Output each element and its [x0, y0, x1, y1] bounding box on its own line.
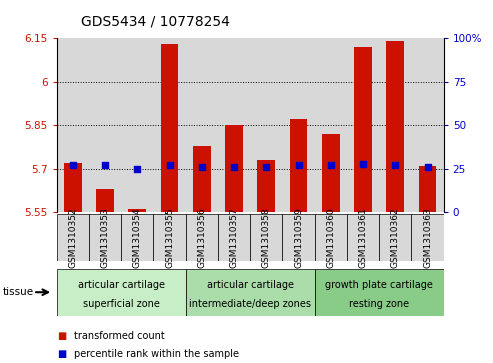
Text: resting zone: resting zone: [349, 299, 409, 309]
Bar: [347, 214, 379, 261]
Bar: [379, 214, 412, 261]
Point: [166, 162, 174, 168]
Bar: [186, 214, 218, 261]
Text: GSM1310357: GSM1310357: [230, 207, 239, 268]
Text: GSM1310360: GSM1310360: [326, 207, 335, 268]
Bar: [89, 38, 121, 212]
Text: ■: ■: [57, 349, 66, 359]
Point: [327, 162, 335, 168]
Text: growth plate cartilage: growth plate cartilage: [325, 280, 433, 290]
Bar: [412, 214, 444, 261]
Text: superficial zone: superficial zone: [83, 299, 160, 309]
Text: tissue: tissue: [2, 287, 34, 297]
Bar: [218, 38, 250, 212]
Bar: [347, 38, 379, 212]
Bar: [315, 38, 347, 212]
Point: [262, 164, 270, 170]
Text: GSM1310352: GSM1310352: [69, 207, 77, 268]
Text: articular cartilage: articular cartilage: [207, 280, 294, 290]
Text: GDS5434 / 10778254: GDS5434 / 10778254: [81, 15, 230, 29]
Bar: [57, 38, 89, 212]
Bar: [225, 125, 243, 212]
Point: [295, 162, 303, 168]
Bar: [257, 160, 275, 212]
Bar: [379, 38, 412, 212]
Text: ■: ■: [57, 331, 66, 341]
Bar: [282, 38, 315, 212]
Text: percentile rank within the sample: percentile rank within the sample: [74, 349, 239, 359]
Bar: [129, 209, 146, 212]
Text: articular cartilage: articular cartilage: [78, 280, 165, 290]
Text: GSM1310361: GSM1310361: [358, 207, 368, 268]
Text: GSM1310363: GSM1310363: [423, 207, 432, 268]
Point: [69, 162, 77, 168]
Bar: [161, 44, 178, 212]
Bar: [315, 214, 347, 261]
Point: [101, 162, 109, 168]
Point: [391, 162, 399, 168]
Bar: [89, 214, 121, 261]
Text: GSM1310353: GSM1310353: [101, 207, 109, 268]
Text: GSM1310355: GSM1310355: [165, 207, 174, 268]
Bar: [419, 166, 436, 212]
Bar: [218, 214, 250, 261]
Point: [134, 166, 141, 172]
Bar: [121, 214, 153, 261]
Bar: [315, 269, 444, 316]
Text: GSM1310358: GSM1310358: [262, 207, 271, 268]
Bar: [387, 41, 404, 212]
Point: [423, 164, 431, 170]
Bar: [153, 214, 186, 261]
Bar: [412, 38, 444, 212]
Text: GSM1310354: GSM1310354: [133, 207, 142, 268]
Bar: [193, 146, 211, 212]
Bar: [250, 38, 282, 212]
Bar: [153, 38, 186, 212]
Bar: [354, 47, 372, 212]
Point: [230, 164, 238, 170]
Bar: [290, 119, 308, 212]
Point: [359, 161, 367, 167]
Bar: [186, 269, 315, 316]
Text: GSM1310356: GSM1310356: [197, 207, 207, 268]
Bar: [250, 214, 282, 261]
Point: [198, 164, 206, 170]
Text: transformed count: transformed count: [74, 331, 165, 341]
Bar: [64, 163, 82, 212]
Bar: [121, 38, 153, 212]
Bar: [322, 134, 340, 212]
Bar: [96, 189, 114, 212]
Text: intermediate/deep zones: intermediate/deep zones: [189, 299, 311, 309]
Text: GSM1310359: GSM1310359: [294, 207, 303, 268]
Bar: [57, 269, 186, 316]
Bar: [186, 38, 218, 212]
Bar: [282, 214, 315, 261]
Text: GSM1310362: GSM1310362: [391, 207, 400, 268]
Bar: [57, 214, 89, 261]
